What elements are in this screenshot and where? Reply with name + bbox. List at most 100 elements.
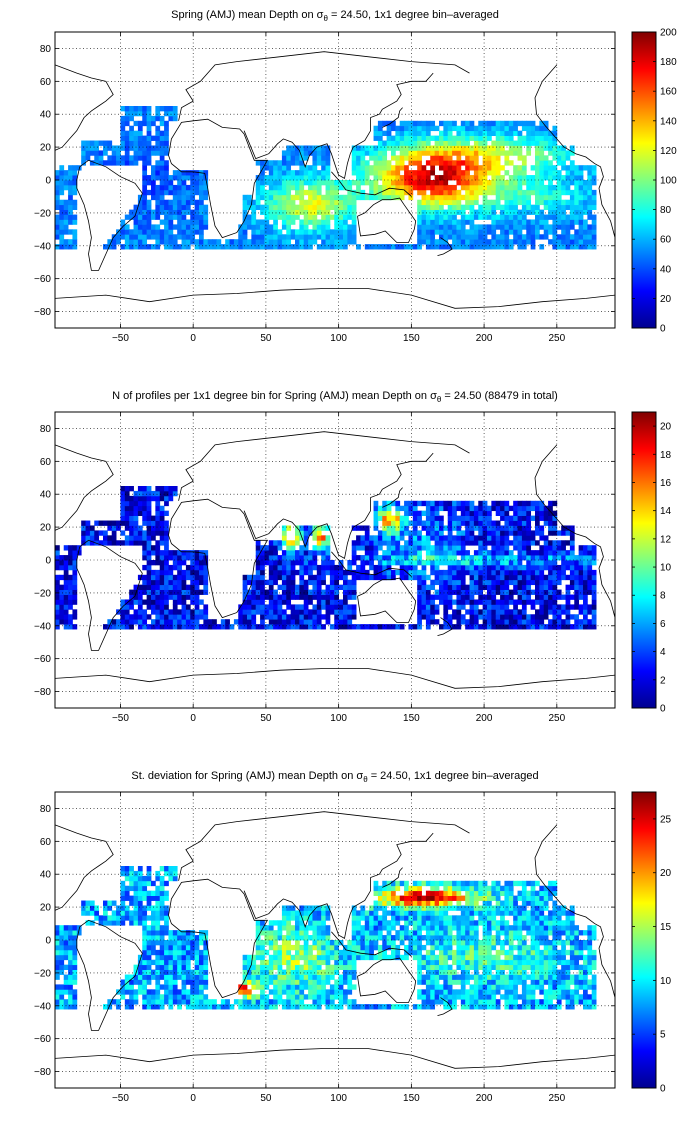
data-cell	[517, 155, 523, 161]
data-cell	[146, 515, 152, 521]
data-cell	[72, 944, 78, 951]
data-cell	[377, 535, 383, 541]
data-cell	[159, 569, 165, 576]
data-cell	[255, 244, 261, 250]
data-cell	[142, 984, 148, 990]
data-cell	[68, 184, 73, 191]
data-cell	[260, 224, 265, 230]
data-cell	[111, 239, 117, 245]
data-cell	[277, 569, 283, 576]
data-cell	[316, 175, 322, 181]
data-cell	[508, 209, 514, 215]
data-cell	[412, 535, 418, 541]
data-cell	[456, 545, 462, 551]
data-cell	[495, 604, 501, 610]
data-cell	[199, 564, 204, 571]
data-cell	[159, 540, 165, 546]
data-cell	[578, 239, 584, 245]
data-cell	[164, 624, 169, 630]
data-cell	[299, 229, 305, 235]
data-cell	[325, 619, 331, 625]
data-cell	[260, 244, 265, 250]
data-cell	[377, 140, 383, 146]
data-cell	[587, 224, 593, 230]
data-cell	[247, 954, 252, 961]
data-cell	[325, 150, 331, 156]
data-cell	[338, 239, 344, 245]
data-cell	[225, 244, 230, 250]
data-cell	[412, 624, 418, 630]
data-cell	[116, 160, 121, 166]
data-cell	[177, 599, 182, 605]
data-cell	[491, 574, 497, 581]
data-cell	[155, 490, 161, 497]
data-cell	[482, 510, 488, 516]
data-cell	[364, 535, 370, 541]
colorbar-tick-label: 0	[660, 324, 666, 335]
data-cell	[55, 964, 60, 970]
data-cell	[194, 219, 200, 225]
data-cell	[111, 915, 117, 921]
data-cell	[369, 624, 374, 630]
data-cell	[526, 545, 532, 551]
data-cell	[190, 930, 196, 936]
data-cell	[587, 175, 593, 181]
data-cell	[552, 510, 558, 516]
data-cell	[347, 239, 353, 245]
data-cell	[151, 545, 156, 551]
data-cell	[273, 170, 278, 176]
data-cell	[325, 155, 331, 161]
data-cell	[434, 204, 440, 210]
data-cell	[452, 214, 457, 220]
data-cell	[456, 234, 462, 240]
data-cell	[543, 145, 549, 151]
data-cell	[72, 979, 78, 985]
data-cell	[382, 150, 388, 156]
data-cell	[177, 224, 182, 230]
data-cell	[508, 135, 514, 141]
data-cell	[430, 520, 436, 526]
data-cell	[177, 935, 182, 941]
data-cell	[185, 189, 191, 196]
data-cell	[155, 910, 161, 916]
data-cell	[299, 584, 305, 590]
data-cell	[172, 984, 178, 990]
data-cell	[391, 175, 396, 181]
data-cell	[124, 875, 130, 882]
data-cell	[316, 994, 322, 1000]
data-cell	[425, 219, 431, 225]
grid	[55, 412, 615, 708]
data-cell	[439, 569, 444, 576]
data-cell	[155, 604, 161, 610]
data-cell	[142, 165, 148, 171]
data-cell	[203, 564, 209, 571]
data-cell	[172, 866, 178, 872]
data-cell	[495, 550, 501, 556]
data-cell	[168, 866, 174, 872]
data-cell	[425, 535, 431, 541]
data-cell	[146, 584, 152, 590]
data-cell	[465, 189, 470, 196]
data-cell	[308, 1004, 313, 1010]
data-cell	[535, 165, 540, 171]
data-cell	[316, 599, 322, 605]
data-cell	[556, 540, 562, 546]
data-cell	[434, 555, 440, 561]
data-cell	[325, 229, 331, 235]
data-cell	[273, 555, 278, 561]
data-cell	[107, 619, 113, 625]
data-cell	[277, 624, 283, 630]
data-cell	[539, 555, 545, 561]
data-cell	[321, 604, 326, 610]
data-cell	[408, 540, 414, 546]
data-cell	[273, 180, 278, 186]
data-cell	[526, 224, 532, 230]
data-cell	[177, 204, 182, 210]
data-cell	[199, 984, 204, 990]
data-cell	[124, 234, 130, 240]
data-cell	[295, 594, 300, 600]
data-cell	[194, 604, 200, 610]
data-cell	[465, 184, 470, 191]
data-cell	[539, 234, 545, 240]
data-cell	[447, 209, 453, 215]
